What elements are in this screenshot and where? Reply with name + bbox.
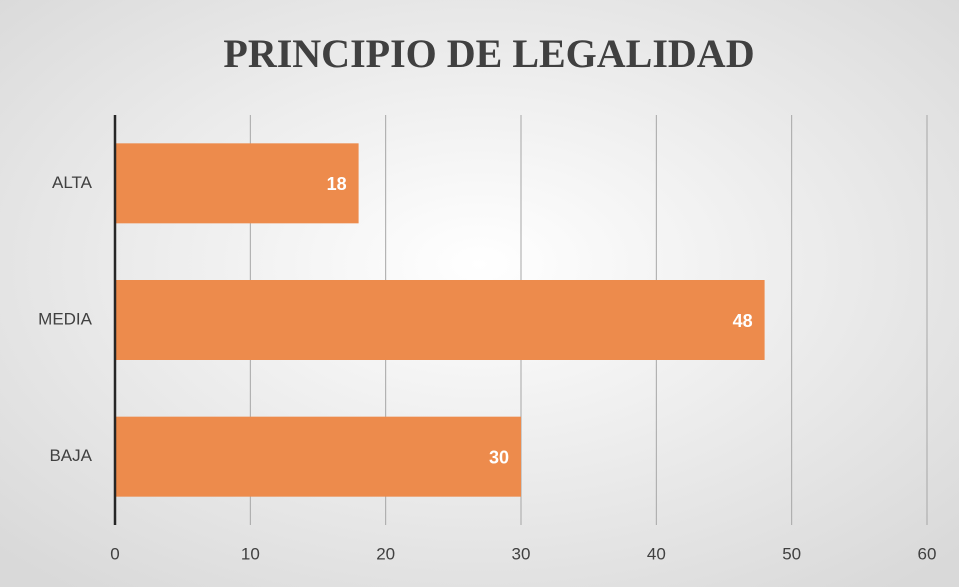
bar [115,143,359,224]
y-tick-label: BAJA [49,446,92,465]
chart-title: PRINCIPIO DE LEGALIDAD [223,31,754,76]
x-tick-label: 30 [512,544,531,563]
x-tick-label: 20 [376,544,395,563]
x-tick-label: 0 [110,544,119,563]
x-tick-label: 40 [647,544,666,563]
y-tick-label: MEDIA [38,309,93,328]
y-tick-label: ALTA [52,173,93,192]
x-tick-label: 60 [918,544,937,563]
bar [115,416,521,497]
value-label: 48 [733,311,753,331]
bar [115,280,765,360]
x-tick-label: 50 [782,544,801,563]
value-label: 30 [489,447,509,467]
value-label: 18 [327,174,347,194]
x-tick-label: 10 [241,544,260,563]
